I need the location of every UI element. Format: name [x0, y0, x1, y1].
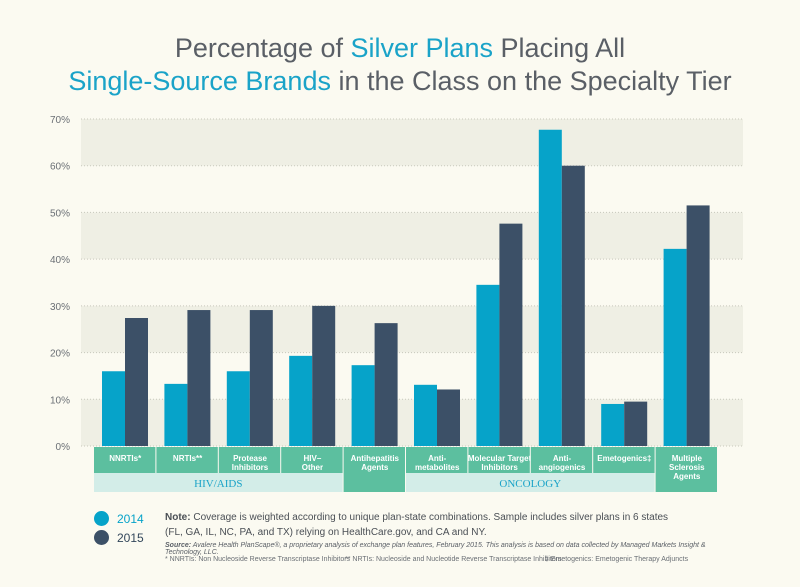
note-label: Note: [165, 512, 191, 523]
bar-2014 [164, 383, 188, 446]
y-tick-label: 60% [50, 162, 70, 173]
category-cell [655, 447, 717, 492]
chart-title-line2: Single-Source Brands in the Class on the… [68, 66, 732, 96]
source: Source: Avalere Health PlanScape®, a pro… [165, 542, 725, 556]
bar-2014 [601, 403, 625, 446]
category-label: Agents [361, 463, 389, 472]
category-label: Other [302, 463, 323, 472]
category-label: HIV– [304, 454, 322, 463]
category-label: Agents [673, 472, 701, 481]
group-label: HIV/AIDS [194, 478, 242, 490]
bar-2014 [538, 129, 562, 446]
category-label: Inhibitors [232, 463, 269, 472]
bar-2015 [437, 389, 460, 446]
legend-label-2015: 2015 [117, 530, 144, 545]
category-label: NRTIs** [173, 454, 203, 463]
note-text: Coverage is weighted according to unique… [165, 512, 669, 538]
legend-label-2014: 2014 [117, 511, 144, 526]
category-label: angiogenics [539, 463, 586, 472]
bar-2015 [561, 165, 585, 446]
category-cell [281, 447, 343, 473]
category-label: Inhibitors [481, 463, 518, 472]
bar-2014 [102, 371, 125, 446]
legend-2014: 2014 [94, 511, 144, 526]
legend-2015: 2015 [94, 530, 144, 545]
group-label: ONCOLOGY [499, 478, 561, 490]
category-label: Antihepatitis [351, 454, 400, 463]
category-label: metabolites [415, 463, 460, 472]
bar-2015 [187, 310, 211, 446]
bar-2014 [476, 284, 500, 446]
bar-2014 [226, 371, 250, 446]
category-label: Protease [233, 454, 267, 463]
y-tick-label: 0% [56, 442, 71, 453]
bar-2014 [414, 384, 437, 446]
bar-2014 [351, 365, 375, 446]
category-cell [406, 447, 468, 473]
category-cell [343, 447, 405, 492]
y-tick-label: 40% [50, 255, 70, 266]
category-label: Anti- [428, 454, 447, 463]
bar-2015 [374, 323, 398, 446]
source-label: Source: [165, 542, 192, 549]
bar-2014 [289, 355, 313, 446]
category-label: Sclerosis [669, 463, 705, 472]
footnote-nnrti: * NNRTIs: Non Nucleoside Reverse Transcr… [165, 556, 351, 563]
bar-2015 [499, 223, 523, 446]
category-cell [94, 447, 156, 473]
bar-2015 [624, 401, 648, 446]
bar-2015 [312, 305, 336, 446]
group-band [406, 473, 655, 492]
chart-title-line1: Percentage of Silver Plans Placing All [174, 33, 626, 63]
legend-swatch-2014 [94, 511, 109, 526]
grid-band [81, 305, 743, 353]
bar-2015 [249, 310, 273, 446]
category-cell [468, 447, 530, 473]
grid-band [81, 119, 743, 166]
category-label: Anti- [553, 454, 572, 463]
category-cell [530, 447, 593, 473]
bar-2015 [125, 318, 148, 446]
category-label: Emetogenics‡ [597, 454, 651, 463]
category-cell [593, 447, 655, 473]
group-band [94, 473, 343, 492]
y-tick-label: 20% [50, 349, 70, 360]
bar-chart: 0% 10% 20% 30% 40% 50% 60% 70% NNRTIs* NRTIs** Pro… [50, 115, 743, 492]
y-tick-label: 10% [50, 395, 70, 406]
category-cell [156, 447, 218, 473]
y-tick-label: 70% [50, 115, 70, 126]
footnote-emetogenics: ‡ Emetogenics: Emetogenic Therapy Adjunc… [545, 556, 689, 563]
grid-band [81, 212, 743, 260]
note: Note: Coverage is weighted according to … [165, 510, 685, 540]
footnote-nrti: ** NRTIs: Nucleoside and Nucleotide Reve… [345, 556, 562, 563]
y-tick-label: 30% [50, 302, 70, 313]
bar-2015 [686, 205, 710, 446]
category-cell [218, 447, 281, 473]
category-label: Molecular Target [468, 454, 532, 463]
legend-swatch-2015 [94, 530, 109, 545]
y-tick-label: 50% [50, 208, 70, 219]
bar-2014 [663, 248, 687, 446]
category-label: Multiple [672, 454, 703, 463]
source-text: Avalere Health PlanScape®, a proprietary… [165, 542, 706, 556]
category-label: NNRTIs* [109, 454, 142, 463]
